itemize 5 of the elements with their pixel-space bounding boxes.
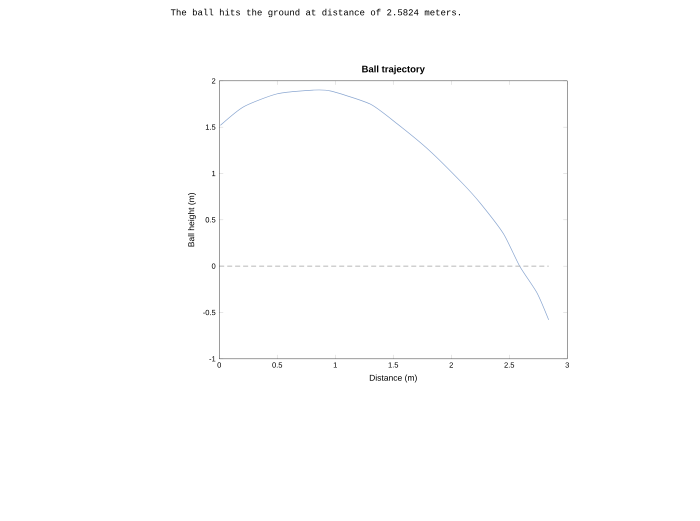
y-axis-title: Ball height (m): [188, 192, 196, 247]
chart-title: Ball trajectory: [362, 65, 425, 74]
line-series: [220, 90, 550, 320]
x-axis-title: Distance (m): [370, 374, 417, 382]
text: The ball hits the ground at distance of 2.5824 meters.: [170, 8, 460, 18]
